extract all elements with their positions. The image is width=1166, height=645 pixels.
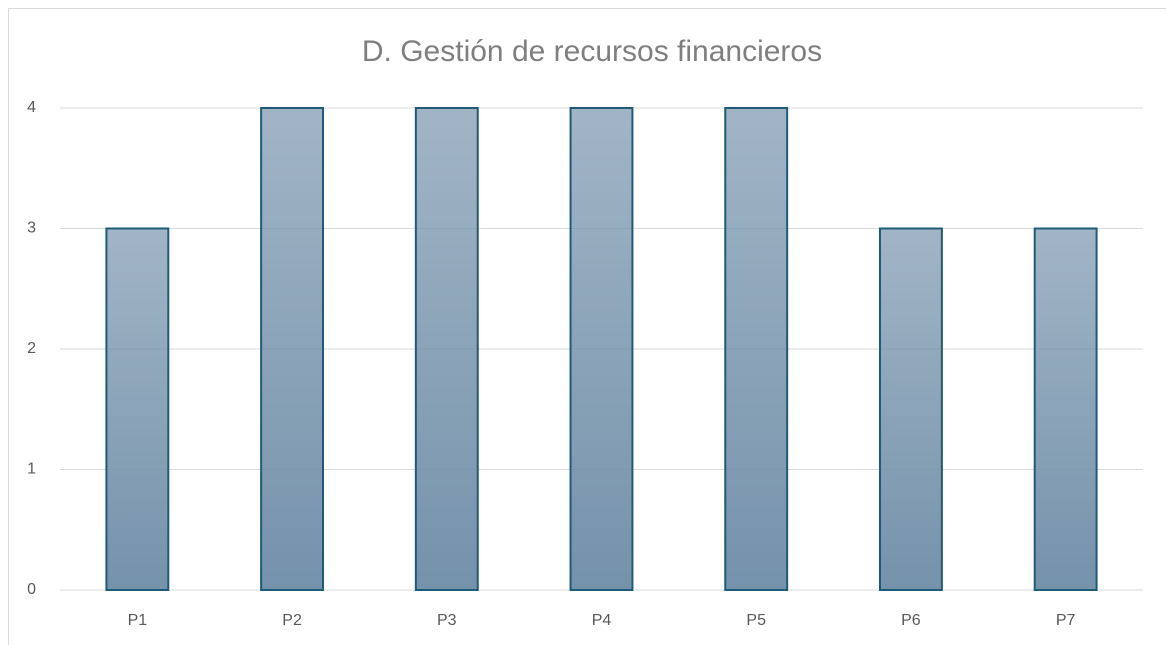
chart-title: D. Gestión de recursos financieros xyxy=(362,35,822,68)
x-tick-label: P4 xyxy=(592,612,612,629)
y-tick-label: 2 xyxy=(27,340,36,357)
bar xyxy=(569,107,634,591)
bar xyxy=(260,107,325,591)
bar xyxy=(878,227,943,591)
y-tick-label: 3 xyxy=(27,220,36,237)
bar xyxy=(105,227,170,591)
x-tick-label: P6 xyxy=(901,612,921,629)
bar xyxy=(414,107,479,591)
x-tick-label: P7 xyxy=(1056,612,1076,629)
x-tick-label: P3 xyxy=(437,612,457,629)
x-tick-label: P5 xyxy=(746,612,766,629)
x-tick-label: P1 xyxy=(128,612,148,629)
y-tick-label: 0 xyxy=(27,581,36,598)
bar xyxy=(1033,227,1098,591)
y-tick-label: 1 xyxy=(27,461,36,478)
y-tick-label: 4 xyxy=(27,99,36,116)
bar xyxy=(724,107,789,591)
x-tick-label: P2 xyxy=(282,612,302,629)
